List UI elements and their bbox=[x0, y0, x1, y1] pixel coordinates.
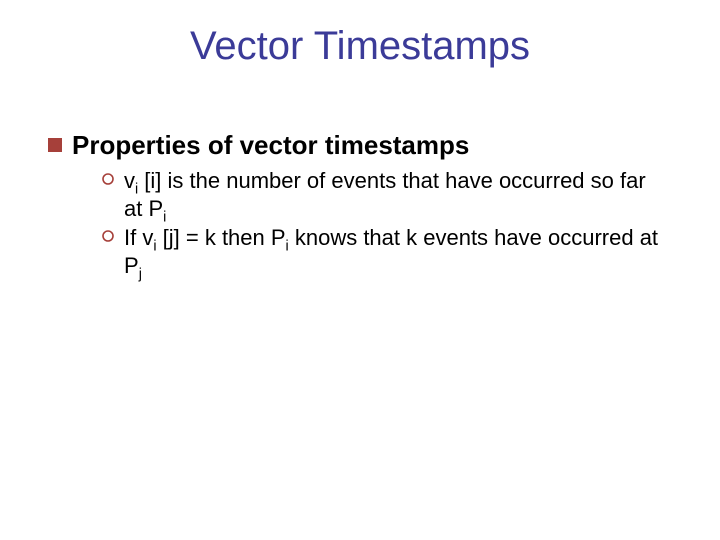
circle-bullet-icon bbox=[102, 173, 114, 185]
slide-title: Vector Timestamps bbox=[0, 24, 720, 68]
level2-list: vi [i] is the number of events that have… bbox=[48, 167, 660, 279]
slide: Vector Timestamps Properties of vector t… bbox=[0, 0, 720, 540]
level2-text: vi [i] is the number of events that have… bbox=[124, 167, 660, 222]
bullet-level2: vi [i] is the number of events that have… bbox=[102, 167, 660, 222]
level1-text: Properties of vector timestamps bbox=[72, 130, 469, 161]
bullet-level2: If vi [j] = k then Pi knows that k event… bbox=[102, 224, 660, 279]
slide-body: Properties of vector timestamps vi [i] i… bbox=[48, 130, 660, 281]
bullet-level1: Properties of vector timestamps bbox=[48, 130, 660, 161]
level2-text: If vi [j] = k then Pi knows that k event… bbox=[124, 224, 660, 279]
circle-bullet-icon bbox=[102, 230, 114, 242]
square-bullet-icon bbox=[48, 138, 62, 152]
